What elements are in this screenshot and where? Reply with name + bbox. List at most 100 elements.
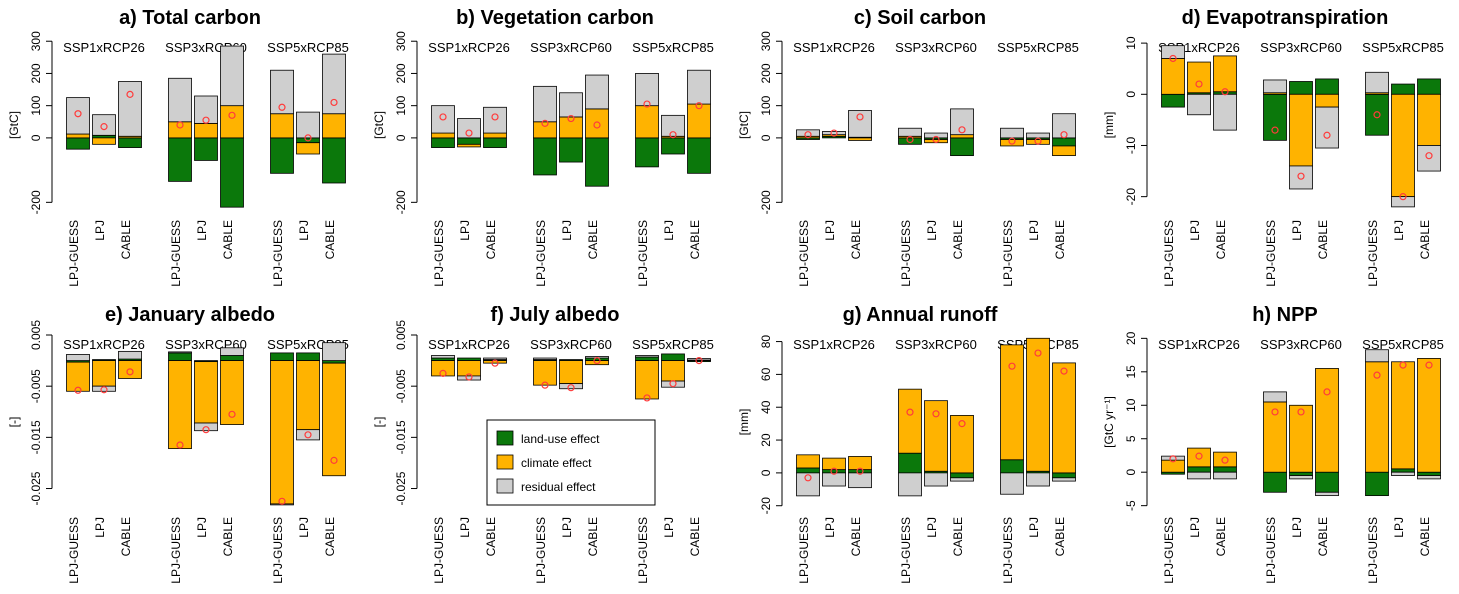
bar-segment: [533, 357, 557, 360]
bar-segment: [168, 360, 192, 450]
x-tick-label: LPJ-GUESS: [67, 220, 81, 287]
x-tick-label: CABLE: [586, 517, 600, 556]
total-marker: [202, 116, 210, 124]
group-label: SSP1xRCP26: [428, 337, 510, 352]
y-tick-label: 40: [759, 400, 773, 414]
x-tick-label: LPJ-GUESS: [797, 517, 811, 584]
y-tick-label: 300: [29, 31, 43, 51]
bar-segment: [1365, 71, 1389, 94]
total-marker: [491, 359, 499, 367]
bar-segment: [822, 131, 846, 136]
bar-segment: [661, 353, 685, 361]
bar-segment: [950, 472, 974, 479]
total-marker: [1034, 349, 1042, 357]
bar-segment: [1000, 127, 1024, 139]
bar-segment: [796, 129, 820, 137]
total-marker: [202, 426, 210, 434]
group-label: SSP3xRCP60: [530, 40, 612, 55]
bar-segment: [483, 132, 507, 139]
x-tick-label: CABLE: [688, 220, 702, 259]
x-tick-label: LPJ: [560, 220, 574, 241]
x-tick-label: LPJ-GUESS: [432, 517, 446, 584]
group-label: SSP5xRCP85: [632, 337, 714, 352]
bar-segment: [1052, 137, 1076, 147]
panel-title: b) Vegetation carbon: [456, 7, 654, 29]
bar-segment: [796, 472, 820, 497]
bar-segment: [1391, 93, 1415, 198]
bar-segment: [66, 354, 90, 361]
y-tick-label: 200: [29, 63, 43, 83]
bar-segment: [1263, 79, 1287, 94]
bar-segment: [559, 92, 583, 118]
bar-segment: [533, 85, 557, 123]
x-tick-label: LPJ-GUESS: [534, 517, 548, 584]
bar-segment: [92, 114, 116, 136]
x-tick-label: LPJ: [1027, 220, 1041, 241]
y-tick-label: 20: [1124, 331, 1138, 345]
group-label: SSP3xRCP60: [895, 337, 977, 352]
x-tick-label: CABLE: [1418, 220, 1432, 259]
bar-segment: [796, 454, 820, 469]
x-tick-label: LPJ-GUESS: [797, 220, 811, 287]
total-marker: [1008, 362, 1016, 370]
x-tick-label: LPJ: [1027, 517, 1041, 538]
bar-segment: [1000, 344, 1024, 461]
panel-title: h) NPP: [1252, 304, 1318, 326]
bar-segment: [431, 355, 455, 359]
bar-segment: [431, 132, 455, 139]
x-tick-label: LPJ: [458, 517, 472, 538]
y-tick-label: 10: [1124, 398, 1138, 412]
y-tick-label: -0.025: [394, 471, 408, 505]
bar-segment: [1213, 471, 1237, 480]
bar-segment: [1213, 451, 1237, 468]
bar-segment: [457, 137, 481, 145]
bar-segment: [1289, 93, 1313, 167]
bar-segment: [848, 456, 872, 471]
bar-segment: [687, 69, 711, 105]
bar-segment: [533, 121, 557, 139]
total-marker: [1373, 371, 1381, 379]
total-marker: [1221, 456, 1229, 464]
total-marker: [439, 369, 447, 377]
x-tick-label: LPJ: [823, 220, 837, 241]
bar-segment: [687, 137, 711, 174]
bar-segment: [66, 137, 90, 150]
total-marker: [1399, 193, 1407, 201]
panel-title: d) Evapotranspiration: [1182, 7, 1389, 29]
bar-segment: [220, 137, 244, 208]
x-tick-label: CABLE: [484, 517, 498, 556]
legend-swatch: [496, 478, 514, 494]
y-tick-label: 0: [1124, 469, 1138, 476]
x-tick-label: LPJ-GUESS: [432, 220, 446, 287]
bar-segment: [559, 383, 583, 390]
total-marker: [906, 408, 914, 416]
bar-segment: [950, 134, 974, 139]
x-tick-label: CABLE: [1316, 220, 1330, 259]
bar-segment: [822, 469, 846, 474]
total-marker: [804, 131, 812, 139]
total-marker: [1425, 361, 1433, 369]
x-tick-label: LPJ-GUESS: [1162, 517, 1176, 584]
x-tick-label: LPJ-GUESS: [271, 220, 285, 287]
x-tick-label: LPJ-GUESS: [534, 220, 548, 287]
bar-segment: [92, 360, 116, 387]
total-marker: [804, 474, 812, 482]
y-tick-label: -20: [759, 497, 773, 515]
y-tick-label: -200: [759, 190, 773, 214]
bar-segment: [1417, 471, 1441, 476]
legend-box: [486, 419, 656, 506]
x-tick-label: LPJ-GUESS: [636, 517, 650, 584]
x-tick-label: LPJ-GUESS: [636, 220, 650, 287]
total-marker: [695, 102, 703, 110]
bar-segment: [118, 81, 142, 137]
total-marker: [74, 386, 82, 394]
bar-segment: [1263, 471, 1287, 493]
bar-segment: [1289, 471, 1313, 476]
total-marker: [228, 111, 236, 119]
bar-segment: [1365, 471, 1389, 497]
bar-segment: [924, 132, 948, 139]
bar-segment: [1365, 349, 1389, 363]
x-tick-label: LPJ-GUESS: [169, 220, 183, 287]
total-marker: [304, 431, 312, 439]
bar-segment: [1263, 391, 1287, 403]
